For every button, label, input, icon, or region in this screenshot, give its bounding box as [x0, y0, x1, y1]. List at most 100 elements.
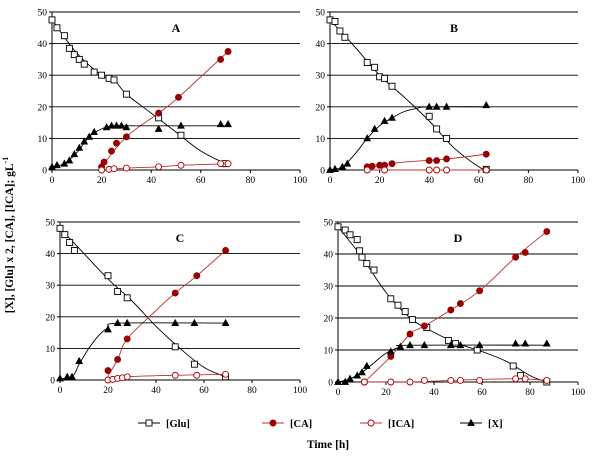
- data-point-x: [542, 339, 551, 347]
- data-point-ica: [381, 166, 389, 174]
- x-tick-label: 20: [103, 386, 113, 396]
- data-point-x: [122, 123, 131, 131]
- data-point-glu: [370, 266, 378, 274]
- x-tick-label: 40: [424, 176, 434, 186]
- data-point-ca: [104, 367, 112, 374]
- x-tick-label: 80: [246, 176, 256, 186]
- data-point-x: [358, 368, 366, 376]
- legend-item-glu: [Glu]: [138, 419, 190, 430]
- data-point-ca: [406, 330, 414, 338]
- data-point-glu: [387, 295, 395, 303]
- y-tick-label: 40: [324, 251, 334, 261]
- data-point-glu: [66, 239, 74, 246]
- series-line-glu: [51, 19, 226, 165]
- data-point-x: [406, 340, 414, 349]
- data-point-x: [221, 318, 230, 327]
- data-point-ca: [420, 322, 428, 330]
- data-point-x: [190, 318, 199, 327]
- data-point-glu: [509, 362, 517, 370]
- data-point-glu: [123, 294, 131, 302]
- series-glu: [334, 223, 551, 386]
- panel-title: C: [176, 231, 185, 245]
- x-axis-label: Time [h]: [307, 439, 349, 451]
- data-point-glu: [336, 27, 344, 35]
- data-point-glu: [90, 68, 98, 76]
- y-tick-label: 20: [324, 315, 334, 325]
- y-tick-label: 50: [324, 219, 334, 229]
- data-point-ca: [108, 147, 115, 155]
- y-tick-label: 0: [50, 377, 55, 387]
- data-point-glu: [341, 33, 349, 41]
- y-tick-label: 50: [38, 9, 48, 19]
- data-point-ica: [476, 376, 484, 384]
- data-point-glu: [171, 343, 179, 351]
- data-point-ica: [177, 161, 185, 169]
- data-point-glu: [53, 24, 61, 32]
- x-tick-label: 60: [199, 386, 209, 396]
- panel-c: 0 10 20 30 40 50 0 20 40 60 80 100 C: [46, 219, 308, 397]
- data-point-ica: [98, 166, 106, 174]
- data-point-glu: [358, 253, 366, 261]
- data-point-x: [482, 100, 491, 109]
- data-point-glu: [114, 288, 122, 295]
- data-point-ca: [155, 109, 163, 117]
- data-point-ica: [443, 166, 451, 174]
- data-point-x: [334, 377, 342, 385]
- data-point-ca: [100, 158, 108, 166]
- data-point-glu: [452, 340, 460, 348]
- panel-title: B: [450, 21, 458, 35]
- y-tick-label: 10: [316, 135, 326, 145]
- series-ca: [98, 48, 232, 171]
- series-ca: [104, 246, 230, 381]
- data-point-ica: [222, 370, 230, 378]
- legend-label: [Glu]: [166, 419, 190, 430]
- series-glu: [56, 224, 230, 381]
- series-x: [326, 100, 491, 173]
- x-tick-label: 60: [477, 388, 487, 398]
- data-point-ica: [224, 160, 232, 168]
- data-point-glu: [70, 246, 78, 254]
- data-point-ica: [360, 378, 368, 386]
- data-point-x: [53, 161, 61, 169]
- data-point-x: [363, 134, 372, 142]
- data-point-glu: [444, 336, 452, 344]
- data-point-ca: [217, 55, 225, 63]
- data-point-x: [456, 340, 465, 349]
- data-point-x: [123, 318, 132, 327]
- x-tick-label: 20: [97, 176, 107, 186]
- data-point-ca: [114, 356, 122, 363]
- data-point-glu: [334, 223, 342, 231]
- panel-d: 0 10 20 30 40 50 0 20 40 60 80 100 D: [324, 219, 586, 399]
- series-line-x: [59, 322, 226, 379]
- y-tick-label: 0: [42, 167, 47, 177]
- data-point-x: [362, 361, 371, 369]
- data-point-ca: [456, 300, 464, 308]
- series-x: [56, 318, 230, 382]
- legend-label: [ICA]: [388, 419, 414, 430]
- data-point-ca: [443, 155, 451, 163]
- data-point-glu: [346, 231, 354, 239]
- series-line-glu: [59, 227, 226, 378]
- data-point-glu: [401, 308, 409, 316]
- series-line-ica: [101, 163, 229, 171]
- data-point-glu: [388, 82, 396, 90]
- data-point-x: [343, 159, 352, 167]
- data-point-glu: [433, 125, 441, 133]
- series-line-glu: [337, 226, 547, 383]
- data-point-glu: [408, 316, 416, 324]
- x-tick-label: 80: [524, 176, 534, 186]
- data-point-glu: [104, 272, 112, 280]
- data-point-ica: [447, 376, 455, 384]
- legend-item-ica: [ICA]: [360, 419, 414, 430]
- legend-label: [X]: [488, 419, 503, 430]
- series-line-ca: [105, 250, 226, 381]
- series-ica: [104, 370, 230, 384]
- data-point-x: [75, 356, 84, 364]
- y-tick-label: 0: [320, 167, 325, 177]
- data-point-ica: [521, 375, 529, 383]
- data-point-x: [171, 318, 180, 327]
- data-point-ca: [193, 272, 201, 280]
- data-point-x: [80, 137, 89, 145]
- series-ica: [360, 375, 551, 386]
- data-point-ica: [543, 376, 551, 384]
